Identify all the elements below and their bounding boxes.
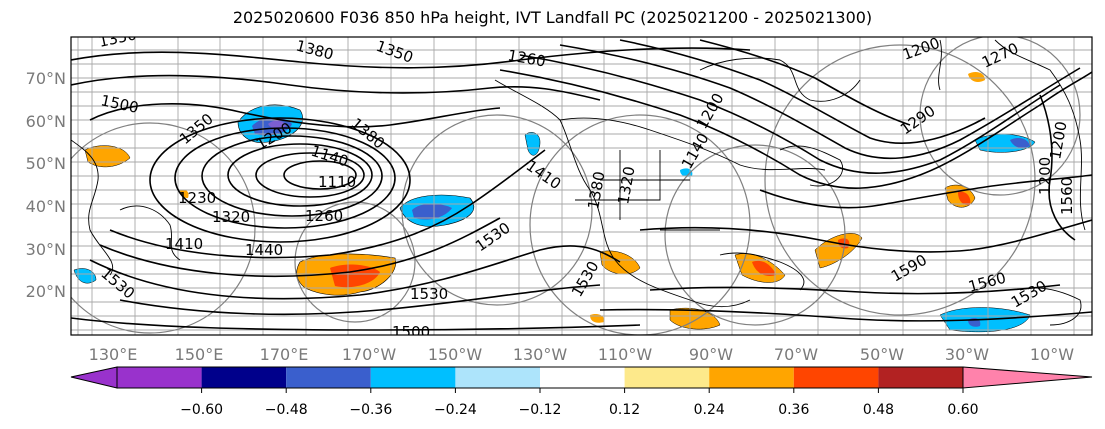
svg-text:1560: 1560 [1058,177,1076,215]
svg-text:150°E: 150°E [175,345,224,364]
svg-text:70°W: 70°W [774,345,818,364]
colorbar-label: 0.48 [863,402,894,418]
svg-text:150°W: 150°W [428,345,483,364]
svg-text:1320: 1320 [212,208,250,226]
svg-text:1530: 1530 [410,285,448,303]
svg-text:170°E: 170°E [260,345,309,364]
svg-text:130°W: 130°W [513,345,568,364]
svg-text:1500: 1500 [392,323,430,341]
svg-text:1260: 1260 [305,207,343,225]
svg-text:60°N: 60°N [26,112,66,131]
svg-text:110°W: 110°W [598,345,653,364]
colorbar-segment [624,367,710,388]
svg-text:1230: 1230 [178,189,216,207]
colorbar-label: 0.12 [609,402,640,418]
svg-text:1410: 1410 [165,235,203,253]
colorbar-segment [793,367,879,388]
svg-text:20°N: 20°N [26,282,66,301]
pc-circles [71,37,1081,335]
colorbar-extend-high [962,366,1093,389]
colorbar-segment [286,367,371,388]
svg-text:1440: 1440 [245,241,283,259]
svg-text:50°W: 50°W [860,345,904,364]
colorbar: −0.60 −0.48 −0.36 −0.24 −0.12 0.12 0.24 0.36 0.4… [70,366,1093,418]
colorbar-segment [540,367,625,388]
map-frame [70,36,1093,336]
latitude-ticks: 70°N 60°N 50°N 40°N 30°N 20°N [26,69,66,301]
svg-text:40°N: 40°N [26,197,66,216]
longitude-ticks: 130°E 150°E 170°E 170°W 150°W 130°W 110°… [89,345,1075,364]
svg-text:1110: 1110 [318,173,356,191]
colorbar-segment [709,367,794,388]
colorbar-label: −0.60 [180,402,223,418]
colorbar-label: −0.36 [349,402,392,418]
colorbar-segment [878,367,963,388]
svg-text:70°N: 70°N [26,69,66,88]
colorbar-segment [117,367,202,388]
svg-text:10°W: 10°W [1030,345,1074,364]
svg-text:90°W: 90°W [689,345,733,364]
colorbar-segment [455,367,540,388]
map-panel: 1350 1380 1350 1260 1200 1500 1350 1200 … [71,37,1092,341]
svg-text:30°W: 30°W [945,345,989,364]
colorbar-label: −0.12 [519,402,562,418]
colorbar-segment [201,367,287,388]
colorbar-segment [370,367,456,388]
svg-text:130°E: 130°E [89,345,138,364]
svg-text:170°W: 170°W [342,345,397,364]
svg-text:1200: 1200 [1036,157,1054,195]
ivt-positive-shading [84,72,985,330]
colorbar-label: −0.24 [434,402,477,418]
colorbar-label: 0.24 [694,402,725,418]
svg-text:50°N: 50°N [26,154,66,173]
map-title: 2025020600 F036 850 hPa height, IVT Land… [232,8,873,27]
colorbar-label: 0.60 [947,402,978,418]
colorbar-label: −0.48 [265,402,308,418]
colorbar-label: 0.36 [778,402,809,418]
svg-text:30°N: 30°N [26,240,66,259]
height-contours [71,39,1092,331]
colorbar-extend-low [70,366,118,389]
